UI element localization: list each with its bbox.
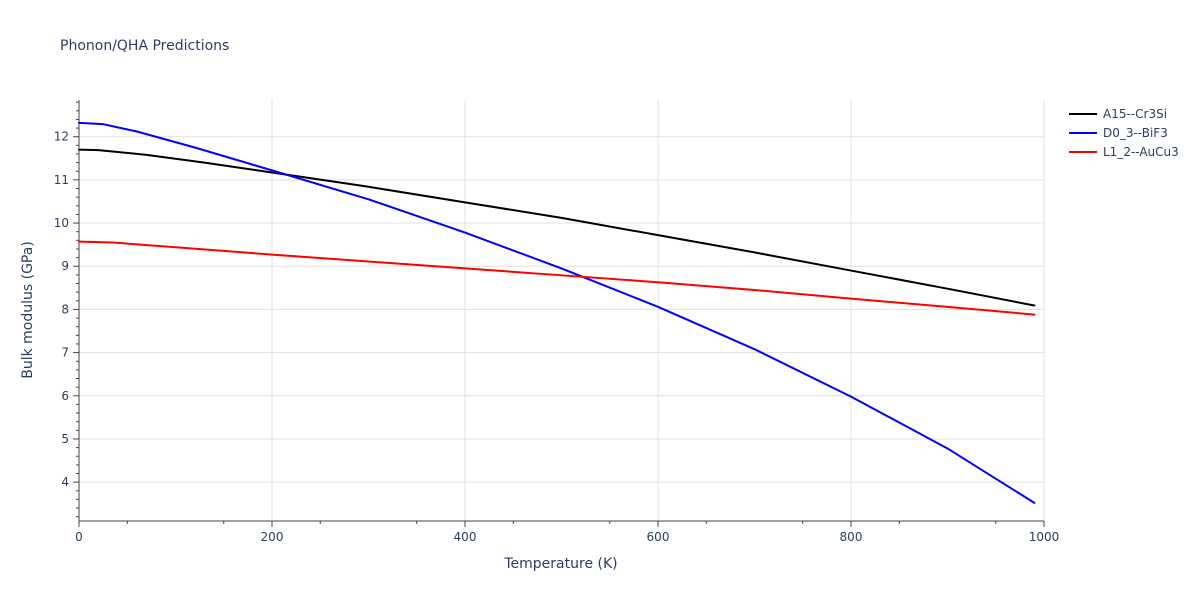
series-line-a15-cr3si[interactable] bbox=[78, 148, 1036, 307]
y-tick-label: 12 bbox=[54, 130, 69, 144]
grid bbox=[79, 100, 1045, 521]
x-tick-label: 600 bbox=[647, 530, 670, 544]
x-tick-label: 1000 bbox=[1029, 530, 1060, 544]
series-line-d0-3-bif3[interactable] bbox=[78, 121, 1036, 504]
legend-label: D0_3--BiF3 bbox=[1103, 126, 1168, 140]
legend-label: L1_2--AuCu3 bbox=[1103, 145, 1179, 159]
y-tick-label: 6 bbox=[61, 389, 69, 403]
legend-item-a15-cr3si[interactable]: A15--Cr3Si bbox=[1069, 107, 1167, 121]
axes: 0 200 400 600 800 1000 4 5 6 7 8 9 10 11 12 bbox=[54, 100, 1060, 544]
x-tick-label: 0 bbox=[75, 530, 83, 544]
x-axis-title: Temperature (K) bbox=[503, 556, 617, 572]
legend-item-d0-3-bif3[interactable]: D0_3--BiF3 bbox=[1069, 126, 1168, 140]
y-axis-title: Bulk modulus (GPa) bbox=[20, 241, 36, 379]
y-tick-label: 5 bbox=[61, 432, 69, 446]
series-line-l1-2-aucu3[interactable] bbox=[78, 240, 1036, 316]
y-tick-label: 10 bbox=[54, 216, 69, 230]
x-tick-label: 400 bbox=[454, 530, 477, 544]
y-tick-label: 4 bbox=[61, 475, 69, 489]
y-tick-label: 9 bbox=[61, 259, 69, 273]
y-tick-label: 11 bbox=[54, 173, 69, 187]
legend[interactable]: A15--Cr3Si D0_3--BiF3 L1_2--AuCu3 bbox=[1069, 107, 1179, 159]
legend-item-l1-2-aucu3[interactable]: L1_2--AuCu3 bbox=[1069, 145, 1179, 159]
series-layer bbox=[78, 121, 1036, 504]
x-tick-label: 200 bbox=[261, 530, 284, 544]
x-tick-label: 800 bbox=[840, 530, 863, 544]
legend-label: A15--Cr3Si bbox=[1103, 107, 1167, 121]
y-tick-label: 7 bbox=[61, 346, 69, 360]
y-tick-label: 8 bbox=[61, 302, 69, 316]
chart-title: Phonon/QHA Predictions bbox=[60, 38, 229, 54]
